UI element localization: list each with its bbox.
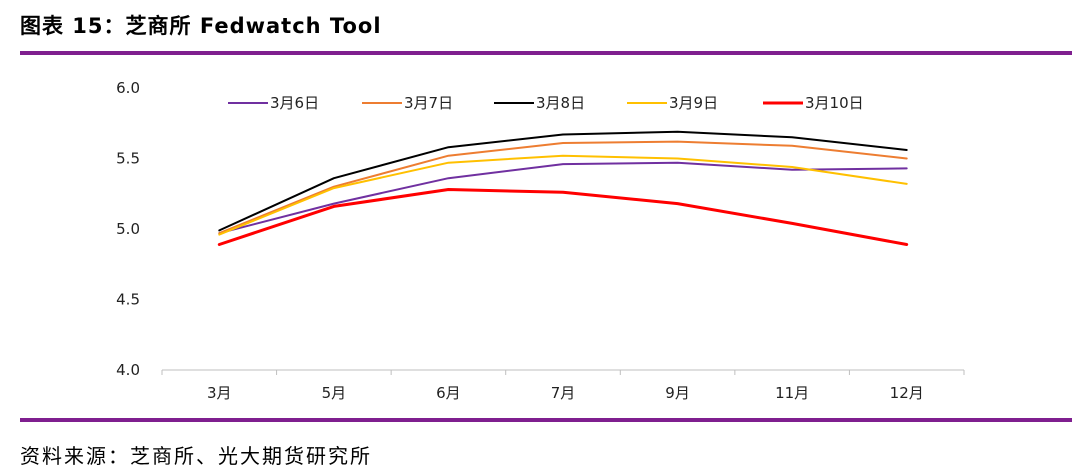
legend: 3月6日 3月7日 3月8日 3月9日 3月10日: [228, 94, 864, 112]
x-tick-label: 5月: [322, 384, 347, 402]
title-divider: [20, 51, 1072, 55]
series-line-4: [218, 154, 908, 236]
y-tick-label: 4.0: [116, 361, 140, 379]
x-tick-label: 6月: [436, 384, 461, 402]
legend-label: 3月10日: [805, 94, 864, 112]
y-axis: 4.0 4.5 5.0 5.5 6.0: [116, 79, 140, 379]
x-tick-label: 9月: [665, 384, 690, 402]
x-tick-label: 3月: [207, 384, 232, 402]
x-tick-label: 12月: [890, 384, 924, 402]
legend-label: 3月8日: [536, 94, 585, 112]
series-line-1: [218, 161, 908, 235]
x-axis: 3月 5月 6月 7月 9月 11月 12月: [161, 369, 965, 402]
legend-label: 3月9日: [669, 94, 718, 112]
source-divider: [20, 418, 1072, 422]
series-line-3: [218, 130, 908, 232]
y-tick-label: 6.0: [116, 79, 140, 97]
y-tick-label: 5.0: [116, 220, 140, 238]
x-tick-label: 7月: [551, 384, 576, 402]
series-line-2: [218, 140, 908, 235]
figure-title: 图表 15：芝商所 Fedwatch Tool: [20, 14, 382, 38]
line-chart: 4.0 4.5 5.0 5.5 6.0 3月 5月 6月 7月 9月 11月 12月 3月6日 3月7…: [116, 79, 965, 402]
series-layer: [217, 130, 909, 246]
legend-label: 3月7日: [404, 94, 453, 112]
x-tick-label: 11月: [775, 384, 809, 402]
source-note: 资料来源：芝商所、光大期货研究所: [20, 444, 372, 468]
y-tick-label: 4.5: [116, 291, 140, 309]
y-tick-label: 5.5: [116, 150, 140, 168]
legend-label: 3月6日: [270, 94, 319, 112]
series-line-5: [217, 188, 909, 246]
